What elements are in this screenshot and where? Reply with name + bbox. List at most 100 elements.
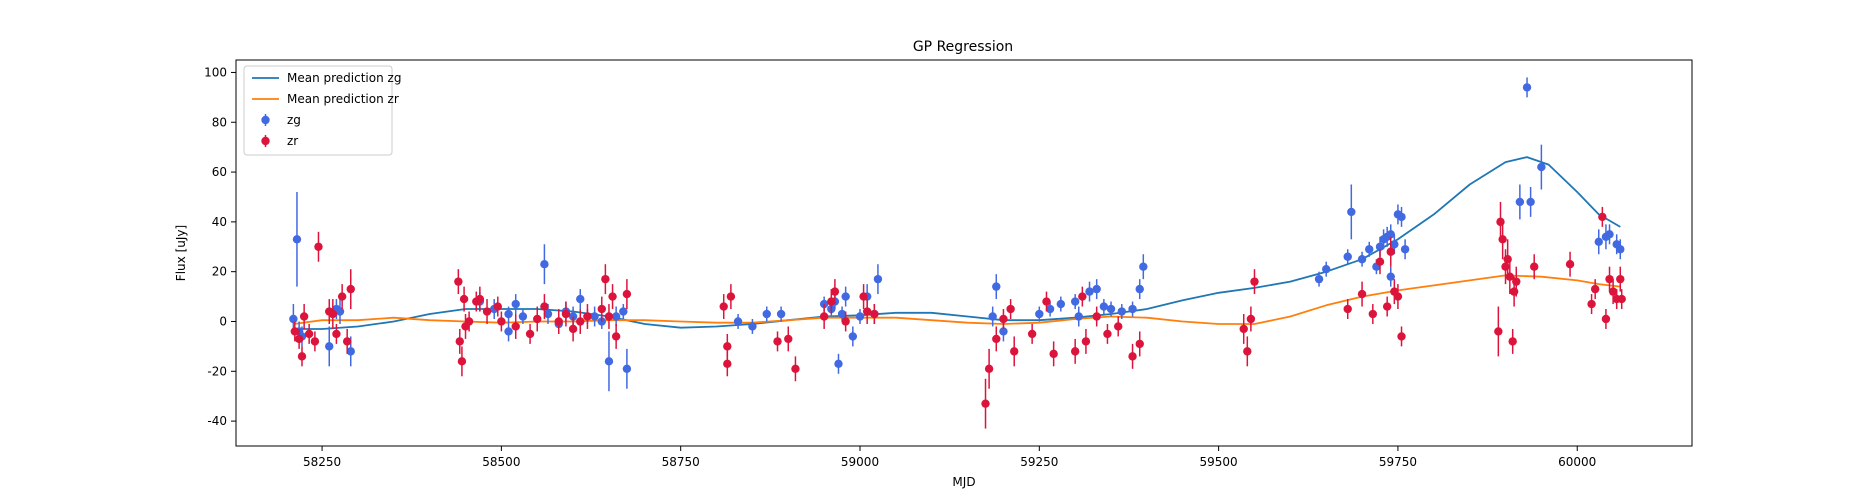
data-point [304,329,314,339]
y-axis-label: Flux [uJy] [174,225,188,281]
data-point [1390,240,1399,249]
data-point [310,337,320,346]
data-point [1099,302,1109,311]
data-point [1045,304,1055,314]
data-point [518,312,528,321]
data-point [1314,274,1324,284]
data-point [342,337,352,346]
legend-label-mean-zr: Mean prediction zr [287,92,399,106]
data-point [841,317,850,326]
data-point [1128,304,1137,314]
legend: Mean prediction zg Mean prediction zr zg… [243,65,401,156]
x-tick-label: 58250 [303,455,341,469]
data-point [1537,162,1546,172]
data-point [611,332,621,341]
data-point [622,289,632,299]
data-point [1601,314,1611,324]
data-point [1587,299,1596,309]
plot-frame [235,59,1693,447]
data-point [1070,297,1080,306]
data-point [1512,277,1521,286]
data-point [1505,272,1515,281]
data-point [1496,217,1505,227]
data-point [1128,352,1137,361]
data-point [346,347,355,356]
data-point [1092,312,1101,321]
data-point [533,314,542,324]
data-point [1605,274,1614,284]
data-point [988,312,997,321]
data-point [1386,247,1395,256]
data-point [1590,284,1600,294]
data-point [999,314,1008,324]
data-point [1368,309,1378,319]
data-point [493,302,502,311]
x-axis-label: MJD [952,475,975,489]
data-point [1616,245,1625,254]
data-point [1106,304,1116,314]
data-point [1565,260,1575,269]
data-point [1382,302,1392,311]
y-tick-label: 100 [204,65,227,79]
data-point [841,292,850,301]
data-point [1526,197,1535,207]
data-point [733,317,743,326]
series-line-mean-zr [293,274,1621,325]
data-point [1616,274,1625,284]
data-point [1347,207,1356,217]
data-point [1027,329,1037,339]
data-point [525,329,535,339]
data-point [290,327,300,336]
data-point [719,302,728,311]
data-point [314,242,323,251]
data-point [1042,297,1051,306]
data-point [335,307,345,316]
data-point [1598,212,1607,222]
data-point [337,292,347,301]
data-point [619,307,628,316]
data-point [827,297,836,306]
data-point [848,332,858,341]
data-point [561,309,571,319]
data-point [511,299,520,309]
data-point [859,292,868,301]
data-point [1386,230,1395,239]
data-point [482,307,492,316]
data-point [1503,255,1512,264]
data-point [1246,314,1256,324]
legend-label-zr: zr [287,134,298,148]
data-point [292,235,302,244]
data-point [1357,255,1367,264]
data-point [346,284,355,294]
data-point [289,314,298,324]
data-point [1397,212,1406,222]
data-point [1617,294,1626,304]
data-point [870,309,879,319]
legend-swatch-zr [261,135,270,147]
data-point [834,359,843,369]
data-point [1139,262,1148,271]
data-point [543,309,553,319]
data-point [1010,347,1019,356]
legend-label-zg: zg [287,113,301,127]
y-tick-label: -20 [207,364,227,378]
data-point [457,357,467,366]
data-point [1393,292,1403,301]
data-point [1056,299,1066,309]
data-point [776,309,786,319]
data-point [1515,197,1525,207]
data-point [1498,235,1507,244]
x-axis: 58250 58500 58750 59000 59250 59500 59750 60000 [303,446,1596,469]
data-point [1594,237,1603,246]
data-point [762,309,771,319]
data-point [464,317,474,326]
data-point [1239,324,1248,334]
data-point [1494,327,1503,336]
data-point [819,312,829,321]
data-point [325,342,334,351]
data-point [1501,262,1510,271]
data-point [504,327,513,336]
data-point [773,337,782,346]
data-point [992,282,1001,291]
